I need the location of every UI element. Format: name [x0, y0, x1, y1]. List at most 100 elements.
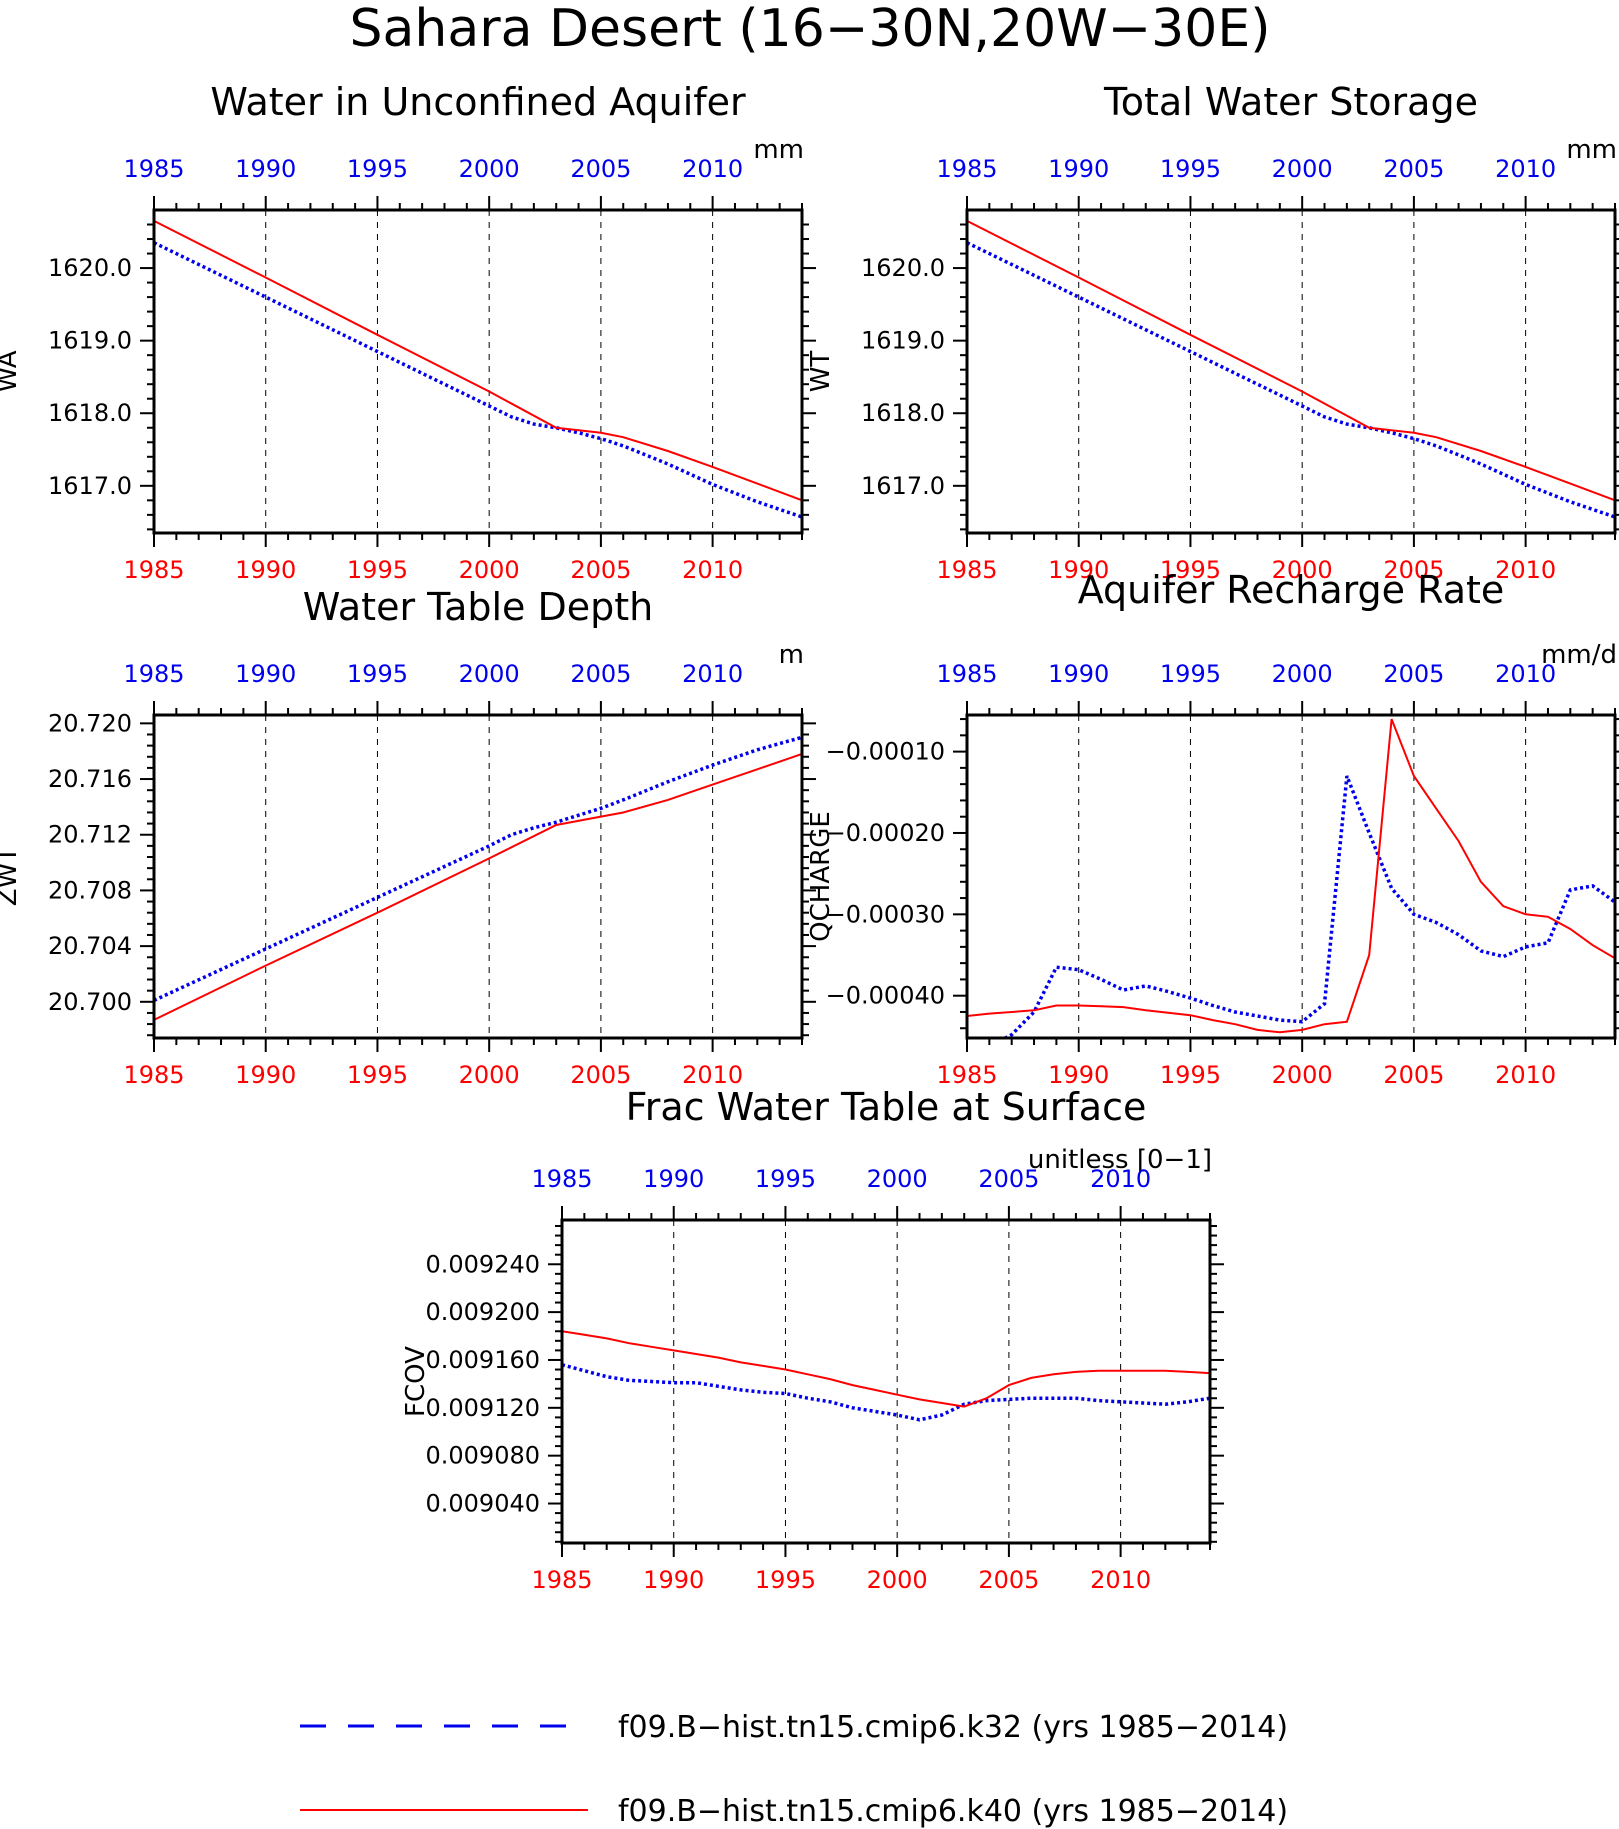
- series-line-k32: [154, 241, 802, 519]
- x-tick-label-top: 2010: [682, 155, 743, 183]
- x-tick-label-bottom: 2010: [1495, 1061, 1556, 1089]
- y-tick-label: −0.00040: [826, 982, 945, 1010]
- x-tick-label-bottom: 2005: [1383, 1061, 1444, 1089]
- x-tick-label-top: 1985: [936, 660, 997, 688]
- x-tick-label-bottom: 1990: [643, 1566, 704, 1594]
- x-tick-label-bottom: 2005: [1383, 556, 1444, 584]
- y-axis-label: FCOV: [401, 1346, 431, 1417]
- x-tick-label-top: 2000: [459, 660, 520, 688]
- series-line-k32: [154, 735, 802, 1002]
- figure-title: Sahara Desert (16−30N,20W−30E): [350, 0, 1271, 59]
- units-label: m: [779, 640, 804, 670]
- x-tick-label-top: 1985: [936, 155, 997, 183]
- x-tick-label-bottom: 2010: [1090, 1566, 1151, 1594]
- y-tick-label: −0.00020: [826, 819, 945, 847]
- x-tick-label-bottom: 1985: [123, 556, 184, 584]
- x-tick-label-bottom: 2010: [682, 1061, 743, 1089]
- series-line-k40: [967, 718, 1615, 1034]
- x-tick-label-top: 1995: [1160, 660, 1221, 688]
- y-tick-label: 1620.0: [861, 254, 945, 282]
- x-tick-label-top: 2000: [459, 155, 520, 183]
- y-axis-label: QCHARGE: [806, 811, 836, 942]
- legend-label-k40: f09.B−hist.tn15.cmip6.k40 (yrs 1985−2014…: [618, 1794, 1288, 1829]
- x-tick-label-bottom: 1985: [936, 556, 997, 584]
- x-tick-label-top: 1995: [1160, 155, 1221, 183]
- plot-frame: [965, 208, 1617, 535]
- x-tick-label-top: 1995: [347, 660, 408, 688]
- x-tick-label-top: 1985: [531, 1165, 592, 1193]
- y-tick-label: 1617.0: [861, 472, 945, 500]
- x-tick-label-bottom: 1995: [755, 1566, 816, 1594]
- x-tick-label-bottom: 2010: [682, 556, 743, 584]
- x-tick-label-bottom: 2005: [978, 1566, 1039, 1594]
- chart-panels: Water in Unconfined AquifermmWA1617.0161…: [0, 80, 1619, 1594]
- y-tick-label: 20.720: [48, 709, 132, 737]
- x-tick-label-bottom: 2000: [1272, 1061, 1333, 1089]
- y-tick-label: 0.009240: [425, 1250, 540, 1278]
- panel-wt: Total Water Storage mm WT 1617.0 1618.0 1619.…: [806, 80, 1619, 584]
- x-tick-label-top: 1990: [235, 155, 296, 183]
- units-label: mm: [1566, 135, 1617, 165]
- x-tick-label-top: 2010: [1090, 1165, 1151, 1193]
- y-tick-label: −0.00010: [826, 738, 945, 766]
- y-tick-label: 20.704: [48, 932, 132, 960]
- panel-title: Water Table Depth: [303, 585, 654, 629]
- x-tick-label-top: 1990: [235, 660, 296, 688]
- series-line-k32: [562, 1363, 1210, 1422]
- x-tick-label-top: 2005: [1383, 155, 1444, 183]
- x-tick-label-bottom: 2005: [570, 556, 631, 584]
- units-label: mm/d: [1541, 640, 1617, 670]
- y-tick-label: 0.009080: [425, 1442, 540, 1470]
- x-tick-label-bottom: 2000: [459, 556, 520, 584]
- units-label: unitless [0−1]: [1028, 1145, 1212, 1175]
- x-tick-label-bottom: 2000: [1272, 556, 1333, 584]
- plot-frame: [965, 713, 1617, 1040]
- x-tick-label-bottom: 2000: [459, 1061, 520, 1089]
- y-tick-label: 1618.0: [861, 399, 945, 427]
- x-tick-label-bottom: 1995: [1160, 556, 1221, 584]
- x-tick-label-top: 2005: [570, 155, 631, 183]
- units-label: mm: [753, 135, 804, 165]
- x-tick-label-bottom: 2010: [1495, 556, 1556, 584]
- series-line-k32: [1001, 775, 1615, 1038]
- panel-title: Total Water Storage: [1103, 80, 1478, 124]
- y-tick-label: 0.009120: [425, 1394, 540, 1422]
- panel-zwt: Water Table Depth m ZWT 20.700 20.704 20.708 2…: [0, 585, 816, 1089]
- y-tick-label: 0.009200: [425, 1298, 540, 1326]
- y-axis-label: WT: [806, 351, 836, 393]
- x-tick-label-top: 2010: [1495, 660, 1556, 688]
- y-tick-label: 20.712: [48, 821, 132, 849]
- x-tick-label-bottom: 1990: [235, 556, 296, 584]
- y-tick-label: 20.700: [48, 988, 132, 1016]
- y-tick-label: 1618.0: [48, 399, 132, 427]
- y-tick-label: 1619.0: [861, 327, 945, 355]
- x-tick-label-bottom: 1995: [347, 1061, 408, 1089]
- panel-qcharge: Aquifer Recharge Rate mm/d QCHARGE −0.00040…: [806, 568, 1619, 1089]
- y-tick-label: 1620.0: [48, 254, 132, 282]
- x-tick-label-bottom: 1995: [1160, 1061, 1221, 1089]
- x-tick-label-top: 2010: [1495, 155, 1556, 183]
- y-tick-label: 0.009160: [425, 1346, 540, 1374]
- x-tick-label-top: 1995: [755, 1165, 816, 1193]
- series-line-k40: [154, 220, 802, 502]
- x-tick-label-bottom: 1995: [347, 556, 408, 584]
- panel-fcov: Frac Water Table at Surface unitless [0−1…: [401, 1085, 1224, 1594]
- panel-title: Aquifer Recharge Rate: [1078, 568, 1505, 612]
- x-tick-label-top: 2000: [1272, 155, 1333, 183]
- series-line-k40: [562, 1330, 1210, 1408]
- plot-frame: [152, 208, 804, 535]
- x-tick-label-top: 1990: [1048, 660, 1109, 688]
- x-tick-label-top: 2005: [978, 1165, 1039, 1193]
- plot-frame: [152, 713, 804, 1040]
- x-tick-label-top: 1995: [347, 155, 408, 183]
- x-tick-label-bottom: 1985: [936, 1061, 997, 1089]
- y-tick-label: 1619.0: [48, 327, 132, 355]
- x-tick-label-top: 1990: [643, 1165, 704, 1193]
- x-tick-label-top: 1990: [1048, 155, 1109, 183]
- x-tick-label-top: 1985: [123, 660, 184, 688]
- x-tick-label-bottom: 2005: [570, 1061, 631, 1089]
- legend: f09.B−hist.tn15.cmip6.k32 (yrs 1985−2014…: [300, 1710, 1288, 1829]
- panel-title: Frac Water Table at Surface: [626, 1085, 1147, 1129]
- series-line-k32: [967, 241, 1615, 519]
